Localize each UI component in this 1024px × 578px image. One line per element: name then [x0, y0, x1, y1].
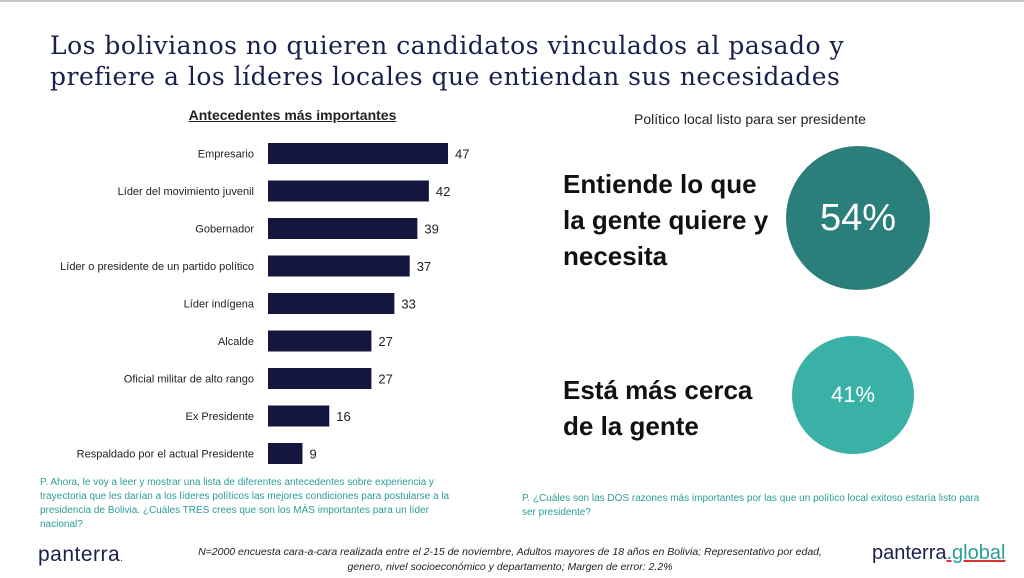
question-right: P. ¿Cuáles son las DOS razones más impor… [522, 493, 980, 518]
category-label: Líder del movimiento juvenil [118, 186, 254, 198]
reason-circle-closer: 41% [792, 336, 914, 454]
data-label: 27 [378, 334, 392, 349]
bar [268, 293, 395, 314]
data-label: 16 [336, 409, 350, 424]
page-title-line-2: prefiere a los líderes locales que entie… [50, 62, 841, 91]
bar [268, 330, 372, 352]
category-label: Oficial militar de alto rango [124, 374, 254, 386]
reason-circle-understands: 54% [786, 146, 930, 290]
reason-label-closer: Está más cerca de la gente [563, 375, 753, 441]
panterra-global-logo-accent: .global [946, 542, 1006, 564]
methodology-footnote: N=2000 encuesta cara-a-cara realizada en… [198, 546, 822, 573]
bar [268, 143, 448, 164]
category-label: Respaldado por el actual Presidente [77, 449, 254, 461]
panterra-logo: panterra. [38, 543, 123, 567]
data-label: 42 [436, 184, 450, 199]
bar [268, 180, 429, 202]
category-label: Ex Presidente [186, 411, 254, 423]
chart-title: Antecedentes más importantes [188, 107, 397, 123]
bar-chart: Empresario 47 Líder del movimiento juvenil… [60, 143, 469, 464]
category-label: Empresario [198, 149, 254, 161]
category-label: Líder indígena [184, 299, 255, 311]
bar [268, 255, 410, 277]
category-label: Gobernador [195, 224, 254, 236]
data-label: 9 [309, 447, 316, 462]
data-label: 27 [378, 372, 392, 387]
page-title-line-1: Los bolivianos no quieren candidatos vin… [50, 31, 845, 60]
reason-value-understands: 54% [819, 196, 897, 239]
panterra-global-logo-main: panterra [872, 542, 947, 564]
data-label: 37 [417, 259, 431, 274]
page-title: Los bolivianos no quieren candidatos vin… [50, 30, 950, 92]
bar [268, 405, 330, 427]
bar [268, 443, 303, 464]
top-divider [0, 0, 1024, 2]
reason-value-closer: 41% [830, 382, 876, 407]
data-label: 39 [424, 222, 438, 237]
data-label: 47 [455, 147, 469, 162]
bar [268, 218, 418, 239]
category-label: Líder o presidente de un partido polític… [60, 261, 254, 273]
panterra-logo-text: panterra [38, 543, 121, 566]
bar [268, 368, 372, 389]
panterra-logo-dot: . [120, 553, 124, 563]
panterra-global-logo: panterra.global [872, 542, 1005, 565]
category-label: Alcalde [218, 336, 254, 348]
question-left: P. Ahora, le voy a leer y mostrar una li… [40, 477, 450, 530]
data-label: 33 [401, 297, 415, 312]
right-panel-title: Político local listo para ser presidente [634, 111, 866, 127]
reason-label-understands: Entiende lo que la gente quiere y necesi… [563, 169, 769, 271]
